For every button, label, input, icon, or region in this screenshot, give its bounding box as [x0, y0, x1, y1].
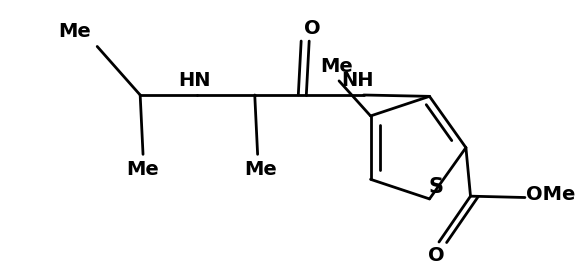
Text: O: O: [428, 246, 444, 265]
Text: Me: Me: [244, 160, 277, 179]
Text: S: S: [429, 177, 444, 197]
Text: O: O: [304, 20, 320, 38]
Text: Me: Me: [320, 57, 353, 76]
Text: OMe: OMe: [526, 185, 575, 204]
Text: Me: Me: [59, 22, 91, 41]
Text: NH: NH: [342, 71, 374, 90]
Text: HN: HN: [178, 71, 211, 90]
Text: Me: Me: [127, 160, 159, 179]
